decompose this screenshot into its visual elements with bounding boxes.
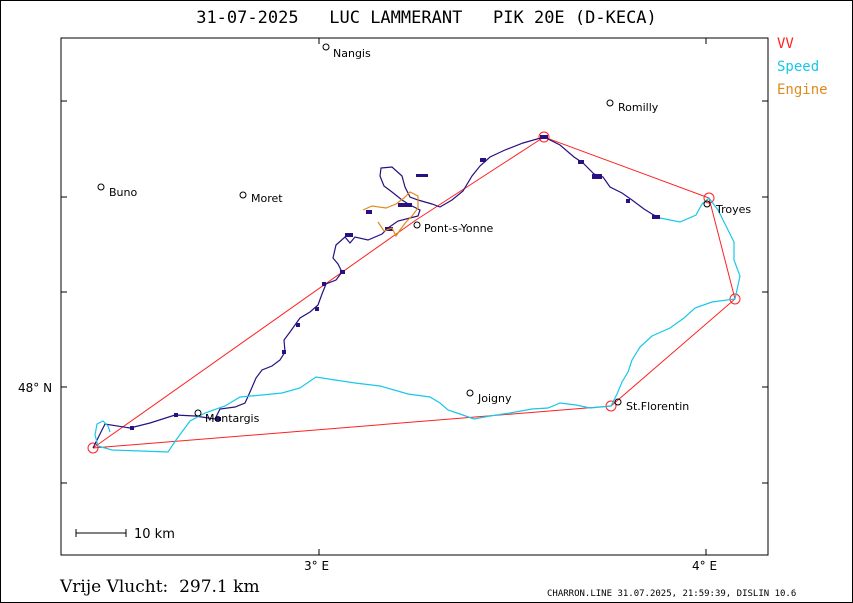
- track-fast: [94, 197, 741, 453]
- plot-box: [60, 37, 769, 556]
- place-romilly: Romilly: [618, 101, 659, 114]
- thermal-markers: [130, 135, 660, 430]
- place-moret: Moret: [251, 192, 283, 205]
- x-tick-label: 3° E: [304, 559, 329, 573]
- place-montargis: Montargis: [205, 412, 260, 425]
- place-troyes: Troyes: [715, 203, 751, 216]
- track-slow: [92, 136, 661, 449]
- turnpoint: [729, 293, 741, 305]
- legend-vv: VV: [777, 36, 794, 52]
- footer-info: CHARRON.LINE 31.07.2025, 21:59:39, DISLI…: [547, 589, 797, 599]
- turnpoint: [87, 442, 99, 454]
- y-tick-label: 48° N: [18, 381, 52, 395]
- turnpoint: [703, 192, 715, 204]
- place-markers: [97, 43, 711, 417]
- place-nangis: Nangis: [333, 47, 371, 60]
- scale-label: 10 km: [134, 527, 175, 542]
- legend-engine: Engine: [777, 82, 828, 98]
- turnpoint: [538, 131, 550, 143]
- legend-speed: Speed: [777, 59, 820, 75]
- axis-ticks: [61, 38, 768, 555]
- place-buno: Buno: [109, 186, 137, 199]
- place-joigny: Joigny: [477, 392, 512, 405]
- track-engine: [362, 191, 419, 238]
- place-pont-s-yonne: Pont-s-Yonne: [424, 222, 494, 235]
- flight-title: 31-07-2025 LUC LAMMERANT PIK 20E (D-KECA…: [196, 8, 657, 28]
- free-flight-distance: Vrije Vlucht: 297.1 km: [60, 577, 260, 597]
- x-tick-label: 4° E: [692, 559, 717, 573]
- turnpoints: [87, 131, 741, 454]
- place-labels: Nangis Romilly Buno Moret Troyes Pont-s-…: [109, 47, 751, 425]
- scale-bar: [75, 529, 127, 537]
- place-st-florentin: St.Florentin: [626, 400, 689, 413]
